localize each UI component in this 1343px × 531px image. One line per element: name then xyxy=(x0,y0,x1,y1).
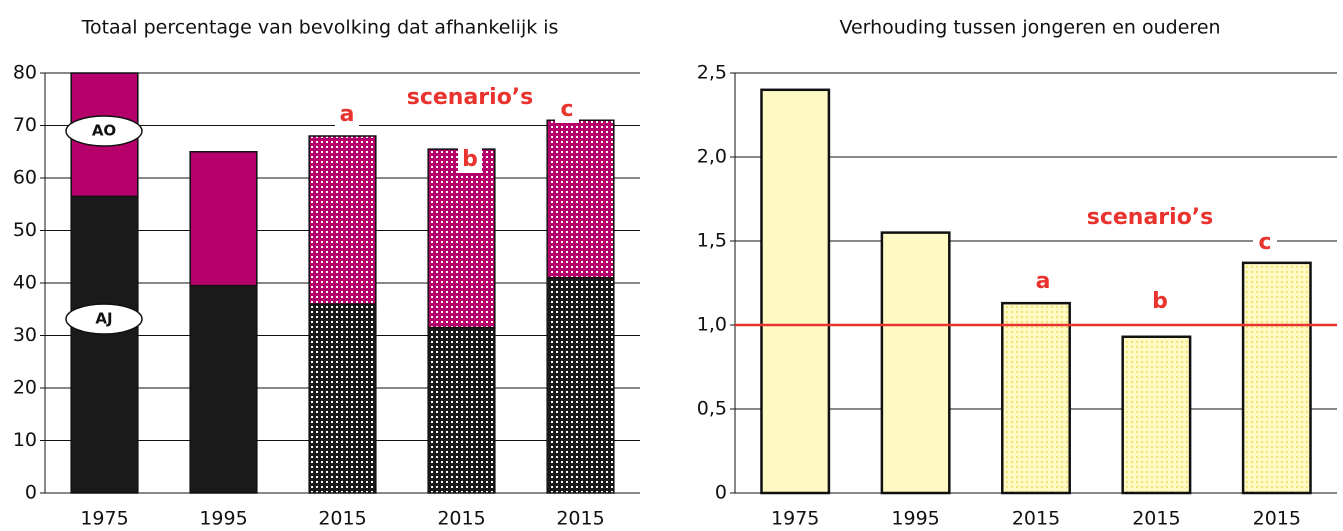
y-tick-label: 20 xyxy=(13,377,37,399)
y-tick-label: 10 xyxy=(13,429,37,451)
series-label-bg xyxy=(65,115,143,147)
bar-segment xyxy=(427,326,496,494)
bar-segment xyxy=(70,195,139,494)
annotation-bg xyxy=(335,102,359,128)
annotation: c xyxy=(1258,230,1271,255)
series-label: AO xyxy=(92,122,116,140)
annotation-bg xyxy=(555,97,579,123)
annotation: a xyxy=(1036,269,1051,294)
annotation: scenario’s xyxy=(1087,205,1214,230)
x-tick-label: 1975 xyxy=(771,508,819,530)
annotation: a xyxy=(340,102,355,127)
annotation: b xyxy=(462,147,478,172)
x-tick-label: 2015 xyxy=(1253,508,1301,530)
bar xyxy=(760,88,831,495)
y-tick-label: 70 xyxy=(13,114,37,136)
chart-title: Totaal percentage van bevolking dat afha… xyxy=(81,17,559,39)
bar xyxy=(1121,335,1192,495)
annotation: scenario’s xyxy=(407,85,534,110)
y-tick-label: 2,0 xyxy=(697,146,727,168)
chart-title: Verhouding tussen jongeren en ouderen xyxy=(839,17,1220,39)
bar-segment xyxy=(189,284,258,494)
y-tick-label: 0 xyxy=(25,482,37,504)
series-label: AJ xyxy=(95,310,112,328)
x-tick-label: 1995 xyxy=(199,508,247,530)
annotation-bg xyxy=(458,147,482,173)
series-label-bg xyxy=(65,303,143,335)
annotation: b xyxy=(1152,289,1168,314)
annotation: c xyxy=(560,97,573,122)
bar xyxy=(1001,301,1071,495)
bar-segment xyxy=(308,135,377,305)
y-tick-label: 30 xyxy=(13,324,37,346)
y-tick-label: 1,0 xyxy=(697,314,727,336)
annotation-bg xyxy=(1148,289,1172,315)
x-tick-label: 1995 xyxy=(891,508,939,530)
x-tick-label: 2015 xyxy=(1012,508,1060,530)
bar xyxy=(1241,261,1312,495)
y-tick-label: 1,5 xyxy=(697,230,727,252)
annotation-bg xyxy=(395,85,545,111)
bar xyxy=(880,231,951,495)
annotation-bg xyxy=(1031,269,1055,295)
bar-segment xyxy=(308,303,377,494)
x-tick-label: 2015 xyxy=(437,508,485,530)
x-tick-label: 2015 xyxy=(1132,508,1180,530)
y-tick-label: 0,5 xyxy=(697,398,727,420)
bar-segment xyxy=(546,119,615,279)
y-tick-label: 0 xyxy=(715,482,727,504)
x-tick-label: 2015 xyxy=(318,508,366,530)
x-tick-label: 2015 xyxy=(556,508,604,530)
annotation-bg xyxy=(1253,230,1277,256)
x-tick-label: 1975 xyxy=(80,508,128,530)
bar-segment xyxy=(189,151,258,287)
bar-segment xyxy=(427,148,496,329)
y-tick-label: 80 xyxy=(13,62,37,84)
y-tick-label: 2,5 xyxy=(697,62,727,84)
annotation-bg xyxy=(1075,205,1225,231)
bar-segment xyxy=(546,277,615,494)
y-tick-label: 50 xyxy=(13,219,37,241)
y-tick-label: 60 xyxy=(13,167,37,189)
y-tick-label: 40 xyxy=(13,272,37,294)
